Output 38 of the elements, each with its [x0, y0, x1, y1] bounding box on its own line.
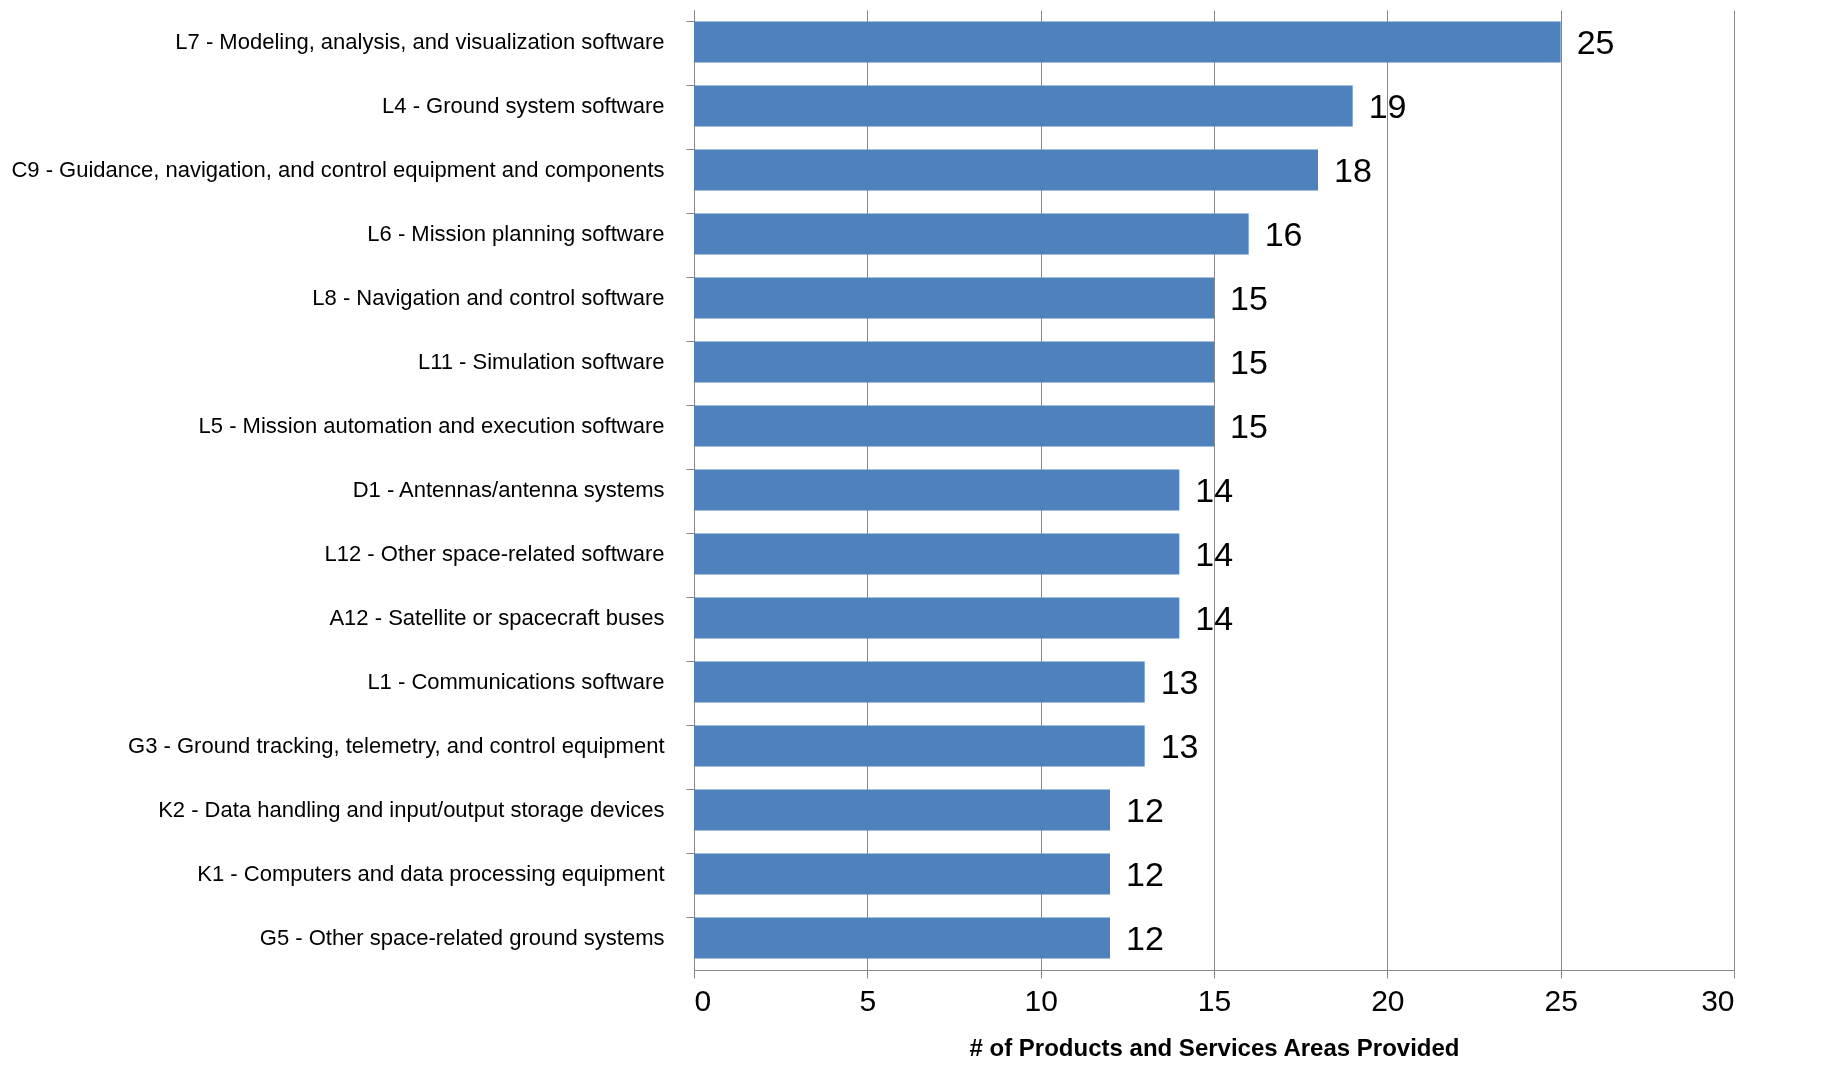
data-label: 13	[1160, 727, 1199, 765]
data-label: 19	[1368, 87, 1407, 125]
y-tick-label: L1 - Communications software	[367, 669, 665, 694]
x-tick-label: 30	[1701, 983, 1735, 1017]
x-tick-label: 15	[1197, 983, 1232, 1017]
data-label: 12	[1126, 791, 1164, 829]
y-tick-label: L4 - Ground system software	[382, 93, 665, 118]
x-tick-label: 5	[859, 983, 877, 1017]
y-tick-label: K2 - Data handling and input/output storage devices	[158, 797, 665, 822]
x-tick-label: 10	[1024, 983, 1058, 1017]
y-tick-label: K1 - Computers and data processing equipment	[197, 861, 665, 886]
y-tick-label: L8 - Navigation and control software	[312, 285, 665, 310]
data-label: 15	[1230, 407, 1268, 445]
data-label: 14	[1195, 471, 1234, 509]
data-label: 13	[1160, 663, 1199, 701]
y-tick-label: G3 - Ground tracking, telemetry, and control equipment	[128, 733, 665, 758]
y-tick-label: D1 - Antennas/antenna systems	[352, 477, 665, 502]
y-tick-label: L11 - Simulation software	[417, 349, 665, 374]
data-label: 16	[1264, 215, 1303, 253]
x-tick-label: 25	[1544, 983, 1578, 1017]
data-label: 18	[1334, 151, 1372, 189]
data-label: 14	[1195, 535, 1234, 573]
data-label: 25	[1576, 23, 1615, 61]
y-tick-label: L5 - Mission automation and execution software	[198, 413, 665, 438]
x-tick-label: 0	[694, 983, 712, 1017]
y-tick-label: L7 - Modeling, analysis, and visualization software	[175, 29, 665, 54]
data-label: 15	[1230, 343, 1268, 381]
y-tick-label: G5 - Other space-related ground systems	[259, 925, 665, 950]
data-label: 15	[1230, 279, 1268, 317]
y-tick-label: A12 - Satellite or spacecraft buses	[329, 605, 665, 630]
y-tick-label: L6 - Mission planning software	[367, 221, 665, 246]
y-tick-label: L12 - Other space-related software	[324, 541, 665, 566]
y-tick-label: C9 - Guidance, navigation, and control equipment and components	[11, 157, 665, 182]
data-label: 12	[1126, 855, 1164, 893]
x-axis-title: # of Products and Services Areas Provided	[969, 1033, 1460, 1061]
x-tick-label: 20	[1371, 983, 1405, 1017]
data-label: 14	[1195, 599, 1234, 637]
data-label: 12	[1126, 919, 1164, 957]
